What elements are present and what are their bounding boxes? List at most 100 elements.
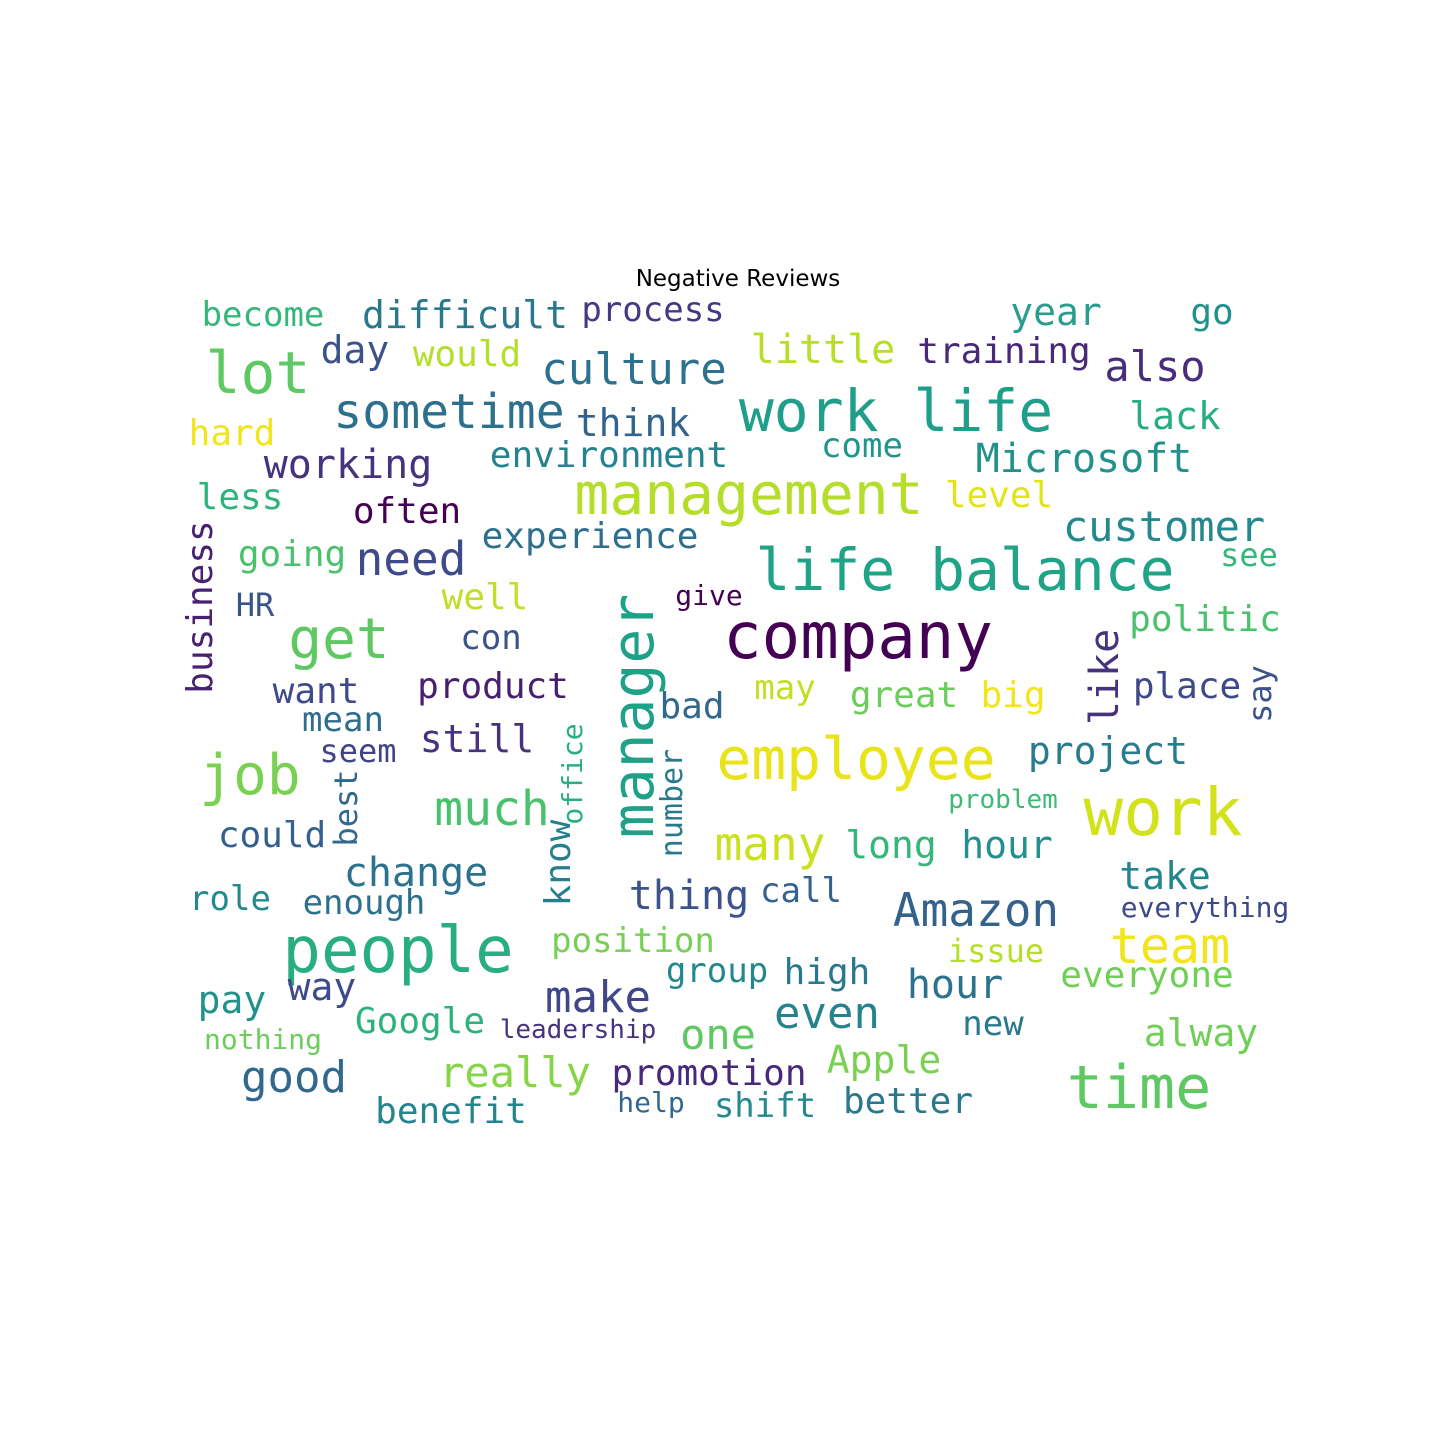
word-project: project bbox=[1027, 729, 1189, 773]
word-hard: hard bbox=[188, 413, 276, 454]
word-many: many bbox=[714, 817, 826, 871]
word-amazon: Amazon bbox=[892, 883, 1060, 937]
word-difficult: difficult bbox=[362, 293, 568, 337]
word-even: even bbox=[774, 988, 880, 1039]
word-say: say bbox=[1241, 665, 1279, 723]
word-sometime: sometime bbox=[333, 384, 565, 440]
word-become: become bbox=[201, 295, 325, 335]
word-often: often bbox=[352, 491, 462, 532]
word-microsoft: Microsoft bbox=[975, 436, 1193, 482]
word-get: get bbox=[288, 607, 390, 672]
word-need: need bbox=[355, 532, 467, 586]
word-nothing: nothing bbox=[203, 1023, 323, 1056]
word-think: think bbox=[575, 401, 691, 445]
word-company: company bbox=[723, 600, 993, 674]
figure-title: Negative Reviews bbox=[635, 266, 841, 292]
word-place: place bbox=[1132, 666, 1242, 707]
word-also: also bbox=[1104, 342, 1206, 391]
word-lot: lot bbox=[205, 339, 311, 407]
word-alway: alway bbox=[1143, 1011, 1259, 1055]
word-come: come bbox=[821, 426, 903, 466]
word-shift: shift bbox=[713, 1086, 817, 1126]
word-benefit: benefit bbox=[375, 1091, 527, 1132]
word-hour: hour bbox=[961, 823, 1053, 867]
word-help: help bbox=[617, 1086, 685, 1119]
word-way: way bbox=[287, 965, 357, 1009]
word-con: con bbox=[460, 618, 522, 658]
word-issue: issue bbox=[947, 932, 1045, 970]
word-environment: environment bbox=[489, 435, 729, 476]
word-business: business bbox=[180, 520, 221, 694]
word-team: team bbox=[1109, 917, 1231, 975]
word-problem: problem bbox=[948, 785, 1058, 815]
word-process: process bbox=[581, 290, 725, 330]
word-thing: thing bbox=[628, 873, 750, 919]
word-one: one bbox=[680, 1010, 756, 1059]
word-well: well bbox=[441, 577, 529, 618]
word-could: could bbox=[217, 815, 327, 856]
word-day: day bbox=[320, 328, 390, 372]
word-position: position bbox=[551, 921, 715, 961]
word-enough: enough bbox=[302, 883, 426, 923]
word-new: new bbox=[962, 1004, 1024, 1044]
word-still: still bbox=[419, 717, 535, 761]
word-want: want bbox=[272, 671, 360, 712]
word-seem: seem bbox=[319, 732, 397, 770]
word-less: less bbox=[196, 477, 284, 518]
word-pay: pay bbox=[197, 978, 267, 1022]
word-much: much bbox=[434, 781, 550, 837]
word-office: office bbox=[556, 723, 589, 825]
word-call: call bbox=[760, 871, 842, 911]
word-everything: everything bbox=[1120, 891, 1290, 924]
word-google: Google bbox=[354, 1001, 486, 1042]
word-may: may bbox=[754, 668, 816, 708]
word-lack: lack bbox=[1129, 394, 1221, 438]
word-everyone: everyone bbox=[1060, 955, 1234, 996]
word-best: best bbox=[327, 769, 365, 847]
word-better: better bbox=[842, 1081, 974, 1122]
word-big: big bbox=[980, 675, 1046, 716]
word-would: would bbox=[412, 334, 522, 375]
word-great: great bbox=[849, 675, 959, 716]
word-employee: employee bbox=[716, 725, 996, 793]
word-group: group bbox=[665, 951, 769, 991]
word-know: know bbox=[538, 819, 579, 907]
word-number: number bbox=[655, 748, 690, 858]
word-product: product bbox=[417, 666, 569, 707]
word-long: long bbox=[845, 823, 937, 867]
word-hour: hour bbox=[906, 962, 1004, 1008]
word-go: go bbox=[1190, 292, 1234, 333]
word-good: good bbox=[241, 1052, 347, 1103]
word-make: make bbox=[545, 972, 651, 1023]
word-experience: experience bbox=[481, 516, 699, 557]
word-manager: manager bbox=[599, 593, 667, 839]
word-job: job bbox=[199, 743, 301, 808]
word-training: training bbox=[917, 331, 1091, 372]
word-give: give bbox=[675, 579, 743, 612]
word-promotion: promotion bbox=[611, 1053, 807, 1094]
word-really: really bbox=[439, 1048, 591, 1097]
word-like: like bbox=[1082, 628, 1128, 726]
word-work: work bbox=[1083, 774, 1243, 851]
word-life-balance: life balance bbox=[755, 536, 1175, 604]
word-working: working bbox=[263, 442, 433, 488]
word-bad: bad bbox=[659, 686, 725, 727]
word-going: going bbox=[237, 534, 347, 575]
word-level: level bbox=[944, 475, 1054, 516]
word-customer: customer bbox=[1062, 502, 1266, 551]
word-time: time bbox=[1066, 1053, 1212, 1123]
word-mean: mean bbox=[302, 700, 384, 740]
word-leadership: leadership bbox=[499, 1015, 657, 1045]
word-see: see bbox=[1220, 536, 1278, 574]
word-people: people bbox=[282, 914, 514, 988]
word-high: high bbox=[783, 952, 871, 993]
word-take: take bbox=[1119, 854, 1211, 898]
word-little: little bbox=[750, 327, 896, 373]
word-hr: HR bbox=[235, 586, 275, 624]
word-management: management bbox=[574, 460, 924, 528]
word-work-life: work life bbox=[738, 377, 1054, 445]
word-role: role bbox=[189, 879, 271, 919]
word-apple: Apple bbox=[826, 1038, 942, 1082]
